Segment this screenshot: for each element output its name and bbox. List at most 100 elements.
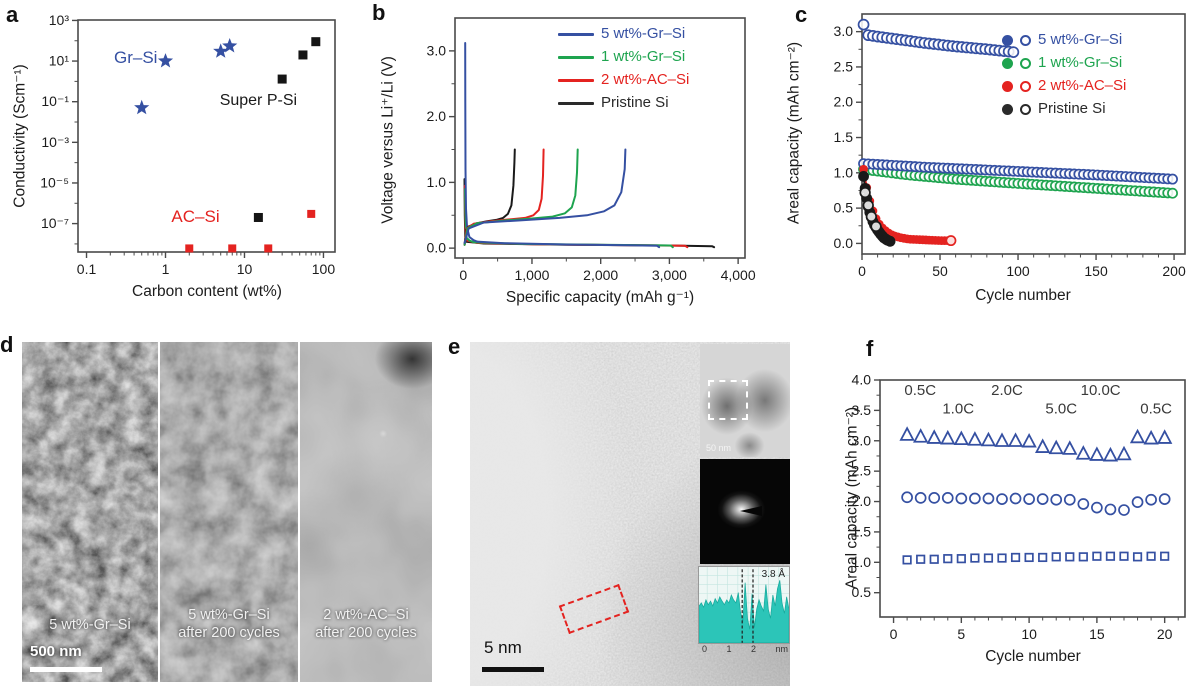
svg-text:10³: 10³ [49,12,70,28]
svg-text:1.0C: 1.0C [942,400,974,417]
legend-dot-open [1020,57,1031,69]
saed-inset [700,459,790,564]
legend-item: 1 wt%-Gr–Si [558,47,689,67]
legend-item: 2 wt%-AC–Si [558,70,689,90]
svg-text:150: 150 [1084,263,1108,279]
legend-item: 2 wt%-AC–Si [1002,76,1126,96]
legend-label: 1 wt%-Gr–Si [1038,54,1123,71]
svg-text:4.0: 4.0 [852,372,872,388]
sem-image-ac-si-cycled: 2 wt%-AC–Si after 200 cycles [300,342,432,682]
svg-text:10¹: 10¹ [49,53,70,69]
legend-dot-filled [1002,34,1013,46]
legend-line-swatch [558,78,594,82]
svg-text:0: 0 [459,267,467,283]
sem-image-gr-si-cycled: 5 wt%-Gr–Si after 200 cycles [160,342,298,682]
svg-text:3,000: 3,000 [652,267,687,283]
svg-text:0.0: 0.0 [427,240,447,256]
svg-text:3.0: 3.0 [834,23,854,39]
legend-line-swatch [558,55,594,59]
panel-a-chart: 0.1 1 10 100 10³ 10¹ 10⁻¹ 10⁻³ 10⁻⁵ 10⁻⁷ Gr–Si Supe… [0,0,360,315]
panel-a-ylabel: Conductivity (Scm⁻¹) [11,64,29,208]
sem-scalebar-label: 500 nm [30,643,82,660]
panel-c-legend: 5 wt%-Gr–Si 1 wt%-Gr–Si 2 wt%-AC–Si Pristin… [1002,30,1126,119]
svg-text:1: 1 [162,261,170,277]
svg-text:1.0: 1.0 [834,164,854,180]
legend-item: 5 wt%-Gr–Si [1002,30,1126,50]
panel-e-label: e [448,334,461,359]
sem-image-gr-si: 5 wt%-Gr–Si 500 nm [22,342,158,682]
panel-b-ylabel: Voltage versus Li⁺/Li (V) [379,56,397,224]
svg-text:0: 0 [858,263,866,279]
svg-text:15: 15 [1089,626,1105,642]
panel-a: 0.1 1 10 100 10³ 10¹ 10⁻¹ 10⁻³ 10⁻⁵ 10⁻⁷ Gr–Si Supe… [0,0,360,315]
svg-text:5.0C: 5.0C [1045,400,1077,417]
panel-d: 5 wt%-Gr–Si 500 nm 5 wt%-Gr–Si after 200… [22,342,432,682]
legend-label: 5 wt%-Gr–Si [601,25,686,42]
svg-text:1,000: 1,000 [514,267,549,283]
panel-f-ylabel: Areal capacity (mAh cm⁻²) [843,406,861,590]
panel-c: 0 50 100 150 200 0.0 0.5 1.0 1.5 2.0 2.5 3.0 Cycle … [760,0,1200,315]
svg-text:10: 10 [1021,626,1037,642]
svg-text:100: 100 [312,261,336,277]
legend-dot-filled [1002,103,1013,115]
panel-f: 0 5 10 15 20 0.5 1.0 1.5 2.0 2.5 3.0 3.5 4.0 0.5C 1.0C… [820,330,1200,686]
svg-text:0.1: 0.1 [77,261,97,277]
svg-text:2.0: 2.0 [834,94,854,110]
panel-a-label: a [6,2,19,27]
profile-tick-unit: nm [775,644,788,654]
sem-label-1-line1: 5 wt%-Gr–Si [49,617,131,633]
legend-label: 5 wt%-Gr–Si [1038,31,1123,48]
svg-text:1.5: 1.5 [852,523,872,539]
beam-stop-shadow [740,506,762,516]
legend-label: 1 wt%-Gr–Si [601,48,686,65]
svg-text:1.0: 1.0 [852,554,872,570]
profile-x-ticks: 0 1 2 nm [702,644,788,654]
sem-label-2-line1: 5 wt%-Gr–Si [188,607,270,623]
svg-text:3.0: 3.0 [427,42,447,58]
panel-c-chart: 0 50 100 150 200 0.0 0.5 1.0 1.5 2.0 2.5 3.0 [760,0,1200,315]
tem-scalebar [482,667,544,672]
panel-a-xlabel: Carbon content (wt%) [132,283,282,300]
svg-text:2.5: 2.5 [852,463,872,479]
svg-text:2.0: 2.0 [852,493,872,509]
legend-line-swatch [558,32,594,36]
svg-text:2.0: 2.0 [427,108,447,124]
svg-text:0.5C: 0.5C [904,382,936,399]
legend-dot-open [1020,34,1031,46]
svg-text:0.5C: 0.5C [1140,400,1172,417]
svg-text:3.0: 3.0 [852,432,872,448]
legend-dot-open [1020,103,1031,115]
svg-text:10⁻³: 10⁻³ [41,134,69,150]
svg-text:20: 20 [1157,626,1173,642]
svg-text:2,000: 2,000 [583,267,618,283]
legend-item: 5 wt%-Gr–Si [558,24,689,44]
panel-f-xlabel: Cycle number [985,648,1081,665]
intensity-profile-inset: 3.8 Å [698,566,790,644]
panel-b-xlabel: Specific capacity (mAh g⁻¹) [505,289,695,306]
panel-c-label: c [795,2,808,27]
panel-f-label: f [866,336,874,361]
sem-label-3-line2: after 200 cycles [315,625,417,641]
sem-scalebar [30,667,102,672]
svg-text:Super P-Si: Super P-Si [220,92,297,109]
svg-text:0: 0 [890,626,898,642]
svg-text:10: 10 [237,261,253,277]
svg-text:4,000: 4,000 [721,267,756,283]
panel-b-label: b [372,0,386,25]
tem-scalebar-label: 5 nm [484,638,522,657]
sem-label-3-line1: 2 wt%-AC–Si [323,607,409,623]
panel-e: 5 nm 50 nm 3.8 Å 0 1 2 nm [470,342,790,686]
sem-label-2-line2: after 200 cycles [178,625,280,641]
panel-f-chart: 0 5 10 15 20 0.5 1.0 1.5 2.0 2.5 3.0 3.5 4.0 0.5C 1.0C… [820,330,1200,686]
svg-text:50: 50 [932,263,948,279]
panel-b-legend: 5 wt%-Gr–Si 1 wt%-Gr–Si 2 wt%-AC–Si Pristin… [558,24,689,113]
legend-item: Pristine Si [558,93,689,113]
svg-text:0.0: 0.0 [834,235,854,251]
svg-text:1.5: 1.5 [834,129,854,145]
svg-text:Gr–Si: Gr–Si [114,48,157,67]
sem-blob-overlay [300,342,432,682]
profile-tick-0: 0 [702,644,708,654]
legend-dot-filled [1002,57,1013,69]
svg-text:2.0C: 2.0C [991,382,1023,399]
